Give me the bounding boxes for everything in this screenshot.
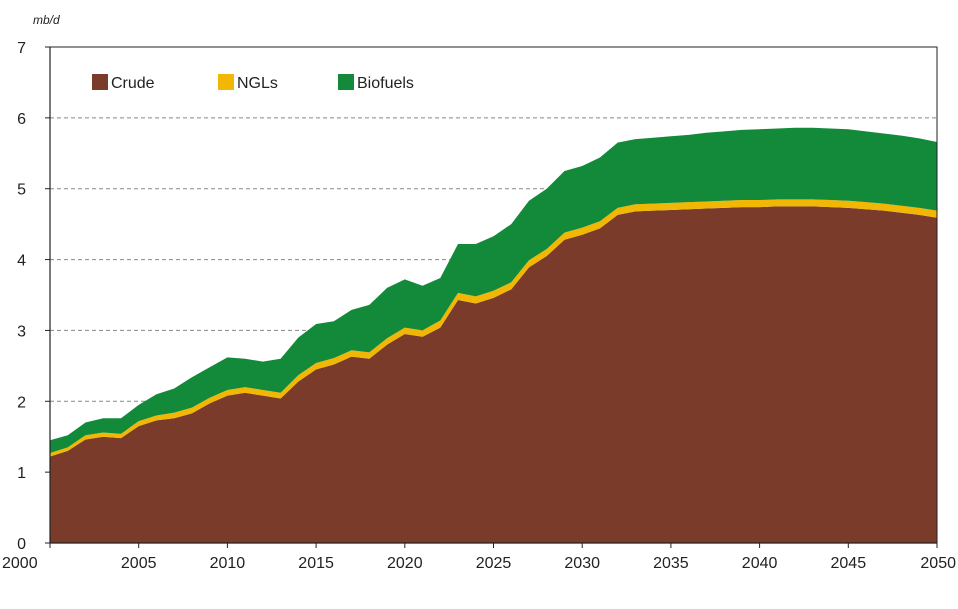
- y-tick-label: 0: [17, 536, 26, 553]
- x-tick-label: 2050: [920, 555, 956, 572]
- legend: Crude NGLs Biofuels: [92, 74, 414, 92]
- legend-swatch-crude: [92, 74, 108, 90]
- x-tick-label: 2020: [387, 555, 423, 572]
- y-tick-label: 3: [17, 323, 26, 340]
- legend-label-crude: Crude: [111, 75, 155, 92]
- y-tick-label: 1: [17, 465, 26, 482]
- y-tick-label: 4: [17, 253, 26, 270]
- data-areas: [50, 127, 937, 543]
- x-tick-label: 2035: [653, 555, 689, 572]
- x-tick-label: 2045: [831, 555, 867, 572]
- legend-swatch-ngls: [218, 74, 234, 90]
- area-biofuels: [50, 127, 937, 454]
- x-tick-label: 2010: [210, 555, 246, 572]
- x-tick-label: 2000: [2, 555, 38, 572]
- y-tick-label: 6: [17, 111, 26, 128]
- x-tick-label: 2025: [476, 555, 512, 572]
- y-axis: 0 1 2 3 4 5 6 7: [17, 40, 51, 553]
- unit-label: mb/d: [33, 13, 60, 27]
- x-tick-label: 2040: [742, 555, 778, 572]
- area-crude: [50, 206, 937, 543]
- x-tick-label: 2030: [564, 555, 600, 572]
- x-tick-label: 2005: [121, 555, 157, 572]
- x-tick-label: 2015: [298, 555, 334, 572]
- area-ngls: [50, 199, 937, 457]
- y-tick-label: 7: [17, 40, 26, 57]
- y-tick-label: 5: [17, 182, 26, 199]
- y-tick-label: 2: [17, 394, 26, 411]
- x-axis: 2000 2005 2010 2015 2020 2025 2030 2035 2040 2045…: [2, 542, 956, 572]
- legend-label-ngls: NGLs: [237, 75, 278, 92]
- legend-swatch-biofuels: [338, 74, 354, 90]
- legend-label-biofuels: Biofuels: [357, 75, 414, 92]
